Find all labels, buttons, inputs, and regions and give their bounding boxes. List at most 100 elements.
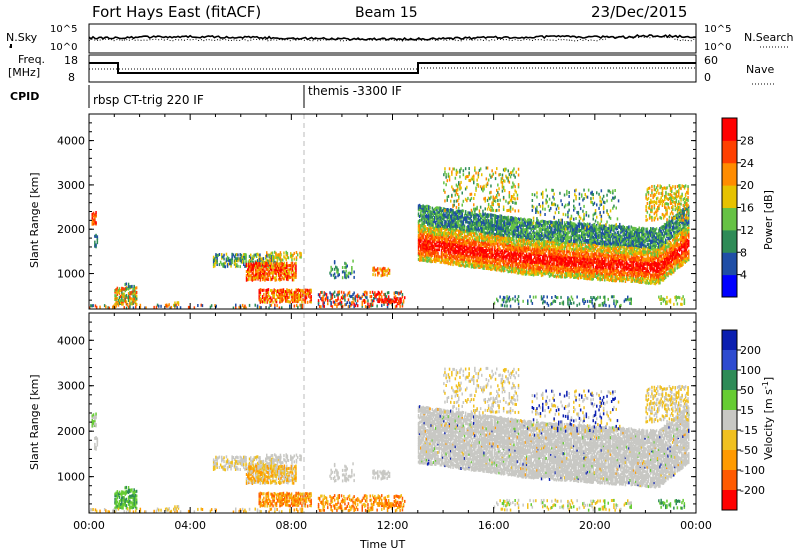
range-gate-cell (267, 293, 270, 297)
range-gate-cell (121, 298, 123, 302)
range-gate-cell (212, 255, 215, 259)
range-gate-cell (462, 209, 465, 213)
range-gate-cell (513, 238, 515, 242)
range-gate-cell (361, 300, 363, 304)
range-gate-cell (259, 293, 262, 297)
range-gate-cell (348, 301, 351, 305)
range-gate-cell (272, 255, 275, 259)
range-gate-cell (297, 297, 300, 300)
range-gate-cell (387, 271, 390, 275)
range-gate-cell (377, 269, 379, 272)
range-gate-cell (127, 287, 130, 291)
range-gate-cell (355, 302, 358, 306)
range-gate-cell (230, 264, 232, 268)
range-gate-cell (421, 252, 423, 256)
range-gate-cell (231, 252, 233, 256)
range-gate-cell (283, 255, 285, 259)
range-gate-cell (118, 296, 121, 300)
cpid-segment-1: rbsp CT-trig 220 IF (93, 93, 204, 107)
range-gate-cell (277, 255, 280, 259)
range-gate-cell (369, 304, 371, 308)
range-gate-cell (216, 261, 218, 265)
range-gate-cell (279, 253, 282, 257)
range-gate-cell (295, 266, 297, 270)
nsky-legend-bar (10, 44, 12, 48)
range-gate-cell (115, 296, 117, 300)
range-gate-cell (135, 296, 138, 300)
range-gate-cell (418, 256, 421, 260)
range-gate-cell (404, 296, 406, 300)
range-gate-cell (290, 295, 293, 299)
range-gate-cell (378, 293, 381, 297)
range-gate-cell (324, 297, 327, 301)
range-gate-cell (129, 291, 131, 295)
range-gate-cell (274, 256, 276, 260)
range-gate-cell (301, 300, 303, 304)
range-gate-cell (301, 303, 304, 307)
nsky-tick-high: 10^5 (50, 24, 77, 35)
range-gate-cell (290, 292, 293, 296)
range-gate-cell (337, 271, 339, 275)
range-gate-cell (282, 277, 285, 281)
range-gate-cell (158, 304, 160, 308)
nsearch-label: N.Search (744, 31, 794, 44)
range-gate-cell (275, 272, 278, 275)
range-gate-cell (279, 258, 282, 262)
range-gate-cell (260, 275, 263, 279)
range-gate-cell (257, 268, 259, 272)
range-gate-cell (399, 304, 401, 308)
range-gate-cell (291, 258, 293, 262)
range-gate-cell (245, 259, 247, 263)
range-gate-cell (124, 294, 126, 298)
range-gate-cell (265, 264, 267, 268)
range-gate-cell (347, 305, 350, 309)
range-gate-cell (281, 288, 283, 292)
range-gate-cell (283, 272, 286, 276)
range-gate-cell (248, 268, 250, 272)
range-gate-cell (259, 276, 262, 280)
range-gate-cell (289, 290, 292, 294)
range-gate-cell (270, 303, 273, 307)
range-gate-cell (418, 218, 421, 222)
range-gate-cell (387, 295, 390, 299)
range-gate-cell (422, 220, 424, 224)
range-gate-cell (383, 302, 385, 306)
range-gate-cell (265, 296, 267, 300)
range-gate-cell (491, 217, 493, 221)
range-gate-cell (292, 272, 295, 276)
range-gate-cell (279, 263, 281, 267)
range-gate-cell (257, 276, 259, 280)
range-gate-cell (292, 274, 295, 278)
range-gate-cell (290, 291, 293, 295)
range-gate-cell (216, 263, 218, 266)
range-gate-cell (236, 259, 238, 262)
range-gate-cell (381, 271, 384, 275)
range-gate-cell (253, 265, 256, 269)
range-gate-cell (283, 251, 285, 255)
range-gate-cell (281, 296, 283, 300)
range-gate-cell (265, 271, 267, 275)
range-gate-cell (259, 278, 262, 282)
range-gate-cell (373, 299, 375, 303)
range-gate-cell (240, 253, 243, 257)
range-gate-cell (382, 273, 385, 277)
range-gate-cell (123, 306, 125, 310)
range-gate-cell (238, 305, 240, 309)
range-gate-cell (248, 262, 250, 266)
range-gate-cell (394, 291, 397, 295)
range-gate-cell (372, 268, 374, 272)
range-gate-cell (378, 271, 380, 275)
freq-panel: Freq. [MHz] 18 8 60 0 Nave (8, 53, 775, 85)
range-gate-cell (282, 258, 284, 262)
range-gate-cell (239, 265, 241, 269)
range-gate-cell (290, 264, 293, 268)
freq-series-line (89, 62, 696, 74)
range-gate-cell (260, 306, 262, 310)
range-gate-cell (221, 253, 223, 257)
range-gate-cell (422, 207, 424, 211)
range-gate-cell (276, 264, 279, 268)
range-gate-cell (322, 302, 324, 306)
nsky-series-line (88, 33, 697, 41)
range-gate-cell (250, 275, 252, 279)
